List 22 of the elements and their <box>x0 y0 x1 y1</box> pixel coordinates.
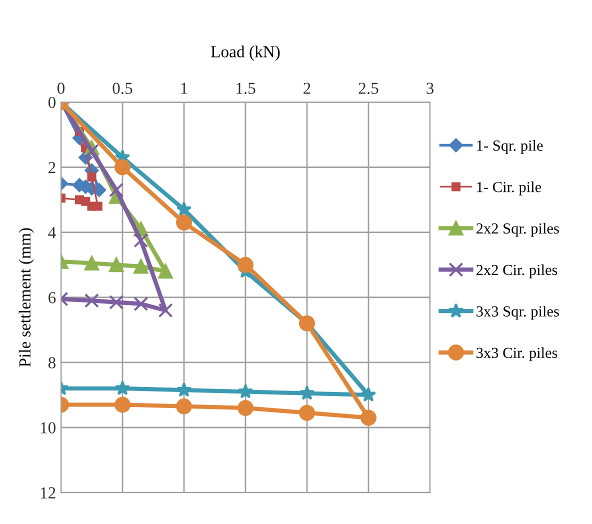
y-axis-title: Pile settlement (mm) <box>18 228 34 367</box>
legend-label: 3x3 Cir. piles <box>476 347 558 362</box>
legend-label: 1- Cir. pile <box>477 181 542 196</box>
y-tick-label: 4 <box>48 227 56 238</box>
x-tick-label: 0.5 <box>112 82 132 94</box>
x-tick-label: 2.5 <box>358 82 378 94</box>
y-tick-label: 12 <box>40 487 56 498</box>
y-tick-label: 10 <box>40 422 56 434</box>
y-tick-label: 0 <box>48 96 56 108</box>
x-tick-label: 1.5 <box>236 82 256 94</box>
x-axis-title: Load (kN) <box>211 46 280 61</box>
y-tick-label: 6 <box>48 292 56 304</box>
x-tick-label: 2 <box>304 82 310 94</box>
y-tick-label: 8 <box>48 357 56 368</box>
legend-label: 2x2 Sqr. piles <box>476 222 559 237</box>
x-tick-label: 0 <box>57 82 65 94</box>
y-tick-label: 2 <box>48 162 56 174</box>
x-tick-label: 1 <box>181 82 188 94</box>
legend-label: 3x3 Sqr. piles <box>476 306 559 320</box>
x-tick-label: 3 <box>426 82 434 94</box>
legend-label: 1- Sqr. pile <box>477 140 543 154</box>
legend-label: 2x2 Cir. piles <box>476 264 558 278</box>
